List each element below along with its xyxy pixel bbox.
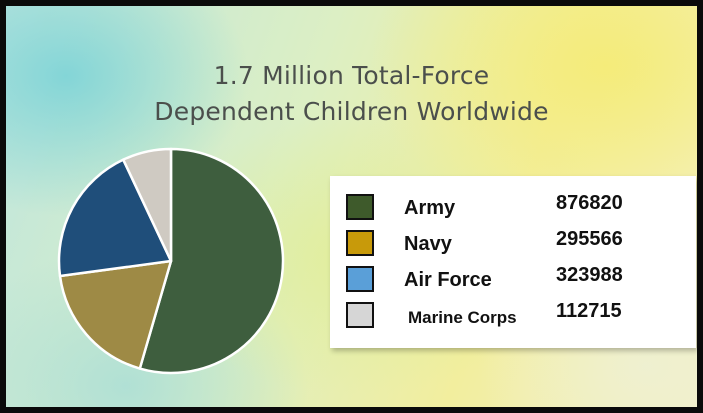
pie-chart xyxy=(57,147,285,375)
pie-slice-navy xyxy=(58,259,173,370)
legend-label-army: Army xyxy=(404,197,456,219)
legend-item-air-force: Air Force 323988 xyxy=(330,262,696,296)
chart-title-line1: 1.7 Million Total-Force xyxy=(213,61,490,90)
legend-value-army: 876820 xyxy=(556,192,623,214)
legend-item-army: Army 876820 xyxy=(330,190,696,224)
pie-slice-army xyxy=(138,147,285,375)
chart-title: 1.7 Million Total-Force Dependent Childr… xyxy=(6,58,697,130)
legend-item-marine-corps: Marine Corps 112715 xyxy=(330,298,696,332)
legend-label-navy: Navy xyxy=(404,233,452,255)
chart-title-line2: Dependent Children Worldwide xyxy=(154,97,549,126)
legend-value-air-force: 323988 xyxy=(556,264,623,286)
pie-slice-marine-corps xyxy=(122,147,173,263)
legend: Army 876820 Navy 295566 Air Force 323988… xyxy=(330,176,696,348)
legend-value-marine-corps: 112715 xyxy=(556,300,622,322)
legend-label-air-force: Air Force xyxy=(404,269,492,291)
legend-swatch-navy xyxy=(346,230,374,256)
legend-label-marine-corps: Marine Corps xyxy=(408,308,517,327)
legend-swatch-air-force xyxy=(346,266,374,292)
legend-item-navy: Navy 295566 xyxy=(330,226,696,260)
legend-value-navy: 295566 xyxy=(556,228,623,250)
pie-slice-air-force xyxy=(57,158,173,278)
legend-swatch-marine-corps xyxy=(346,302,374,328)
legend-swatch-army xyxy=(346,194,374,220)
